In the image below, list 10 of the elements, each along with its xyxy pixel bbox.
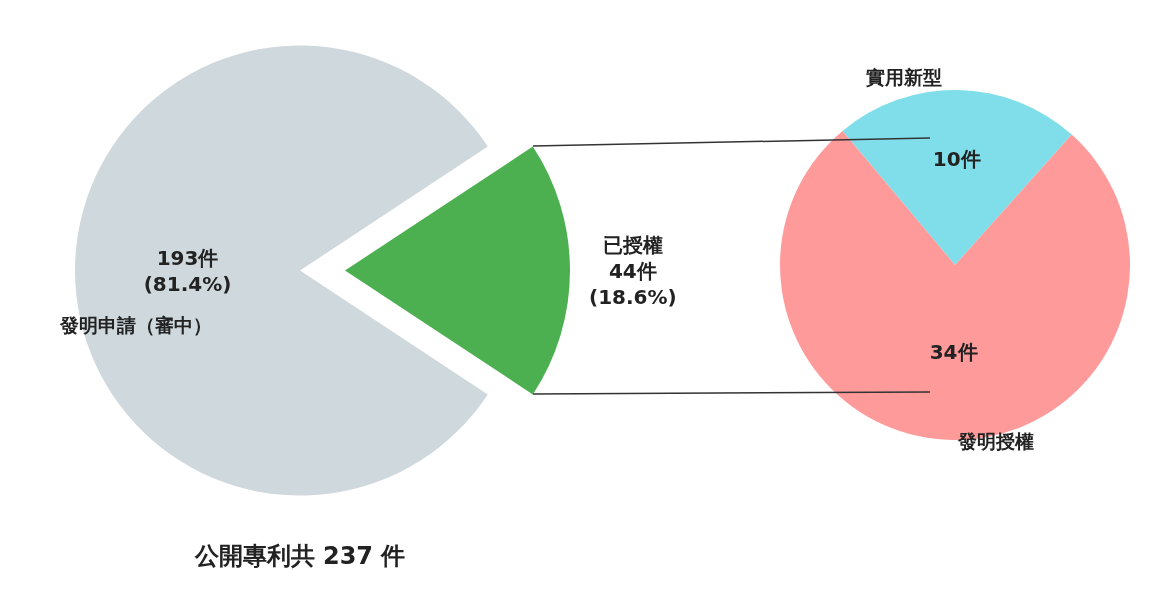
data-label: 10件 <box>932 147 981 172</box>
slice-label: 發明申請（審中） <box>59 314 212 336</box>
pie-slice <box>842 90 1072 265</box>
slice-label: 實用新型 <box>866 66 942 88</box>
slice-label: 已授權 <box>602 232 663 257</box>
slice-label: 發明授權 <box>957 430 1034 452</box>
text: 公開專利共 237 件 <box>193 542 406 571</box>
data-label: 193件 (81.4%) <box>143 245 232 296</box>
data-label: 34件 <box>929 340 978 365</box>
data-label: 44件 (18.6%) <box>589 258 677 309</box>
